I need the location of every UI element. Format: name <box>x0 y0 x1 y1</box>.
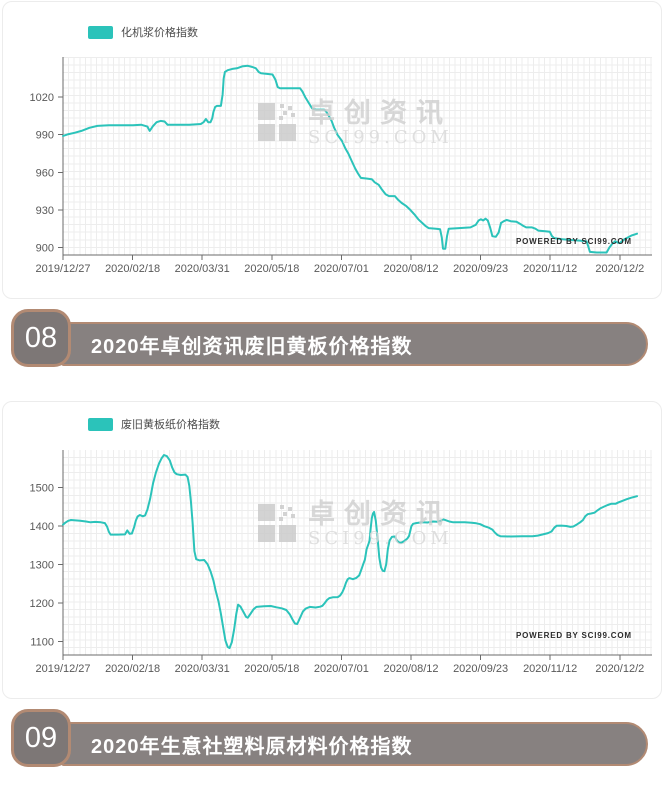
section-title: 2020年生意社塑料原材料价格指数 <box>91 735 413 758</box>
x-tick-label: 2020/02/18 <box>105 663 160 675</box>
section-title-bar: 2020年生意社塑料原材料价格指数 <box>61 722 648 766</box>
x-tick-label: 2020/07/01 <box>314 263 369 275</box>
powered-by-label: POWERED BY SCI99.COM <box>516 631 632 640</box>
y-tick-label: 960 <box>36 167 54 179</box>
x-tick-label: 2020/08/12 <box>383 663 438 675</box>
x-tick-label: 2020/09/23 <box>453 263 508 275</box>
x-tick-label: 2020/07/01 <box>314 663 369 675</box>
section-number: 08 <box>24 321 58 354</box>
y-tick-label: 1200 <box>30 598 54 610</box>
section-header-09: 2020年生意社塑料原材料价格指数 09 <box>0 709 664 767</box>
section-header-08: 2020年卓创资讯废旧黄板价格指数 08 <box>0 309 664 367</box>
legend-label: 废旧黄板纸价格指数 <box>121 419 220 431</box>
x-tick-label: 2020/03/31 <box>175 263 230 275</box>
section-title-bar: 2020年卓创资讯废旧黄板价格指数 <box>61 322 648 366</box>
legend-swatch-icon <box>88 417 113 431</box>
x-tick-label: 2019/12/27 <box>35 663 90 675</box>
x-tick-label: 2020/11/12 <box>523 663 577 675</box>
y-tick-label: 1400 <box>30 521 54 533</box>
plot-area-svg: 1100 1200 1300 1400 1500 2019/12/27 2020/02/18… <box>30 450 652 675</box>
y-tick-label: 1500 <box>30 483 54 495</box>
section-title: 2020年卓创资讯废旧黄板价格指数 <box>91 335 413 358</box>
x-tick-label: 2020/03/31 <box>175 663 230 675</box>
x-tick-label: 2020/05/18 <box>244 263 299 275</box>
price-index-line <box>62 64 638 254</box>
section-number-badge: 08 <box>11 309 71 367</box>
legend-waste-yellow-board-index[interactable]: 废旧黄板纸价格指数 <box>88 416 220 432</box>
legend-pulp-price-index[interactable]: 化机浆价格指数 <box>88 24 198 40</box>
section-number: 09 <box>24 721 58 754</box>
pulp-price-index-chart: 900 930 960 990 1020 2019/12/27 2020/02/18 2020… <box>0 8 664 300</box>
y-tick-label: 1300 <box>30 560 54 572</box>
y-tick-label: 1100 <box>30 637 54 649</box>
plot-area-svg: 900 930 960 990 1020 2019/12/27 2020/02/18 2020… <box>30 56 652 275</box>
legend-swatch-icon <box>88 25 113 39</box>
x-tick-label: 2020/08/12 <box>383 263 438 275</box>
legend-label: 化机浆价格指数 <box>121 27 198 39</box>
y-tick-label: 900 <box>36 242 54 254</box>
x-tick-label: 2020/09/23 <box>453 663 508 675</box>
x-tick-label: 2020/05/18 <box>244 663 299 675</box>
x-tick-label: 2020/02/18 <box>105 263 160 275</box>
x-tick-label: 2020/11/12 <box>523 263 577 275</box>
x-tick-label: 2020/12/2 <box>595 663 644 675</box>
waste-yellow-board-price-index-chart: 1100 1200 1300 1400 1500 2019/12/27 2020/02/18… <box>0 400 664 690</box>
y-tick-label: 1020 <box>30 92 54 104</box>
section-number-badge: 09 <box>11 709 71 767</box>
price-index-line <box>62 454 638 650</box>
y-tick-label: 990 <box>36 130 54 142</box>
powered-by-label: POWERED BY SCI99.COM <box>516 237 632 246</box>
x-tick-label: 2020/12/2 <box>595 263 644 275</box>
y-tick-label: 930 <box>36 205 54 217</box>
x-tick-label: 2019/12/27 <box>35 263 90 275</box>
